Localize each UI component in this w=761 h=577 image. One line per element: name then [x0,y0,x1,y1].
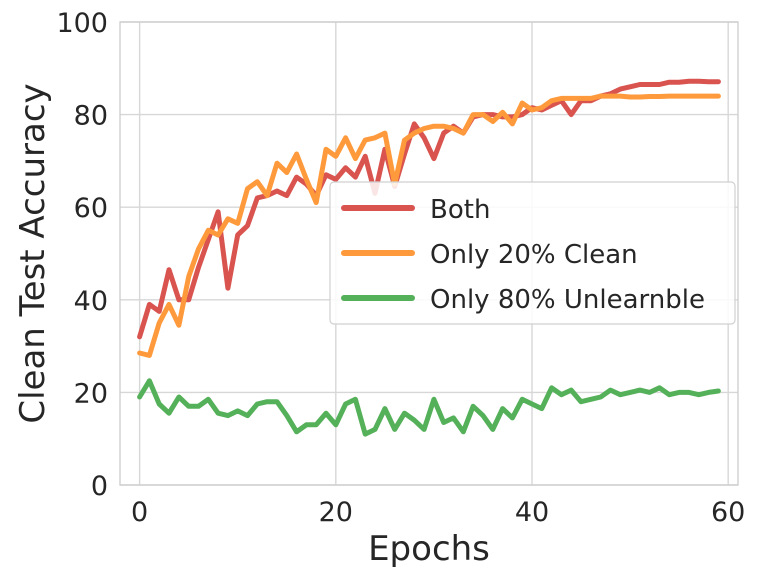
y-tick-label: 60 [74,193,108,224]
y-tick-label: 20 [74,378,108,409]
tick-labels: 0 20 40 60 0 20 40 60 80 100 [56,8,745,528]
y-tick-label: 100 [56,8,108,39]
x-axis-label: Epochs [368,529,490,569]
x-tick-label: 40 [515,497,549,528]
y-tick-label: 80 [74,101,108,132]
x-tick-label: 20 [319,497,353,528]
series-line-3 [137,378,721,437]
y-axis-label: Clean Test Accuracy [13,83,53,423]
legend-box [329,181,736,325]
series-line-1 [137,78,721,340]
plot-frame [119,21,739,486]
x-tick-label: 60 [711,497,745,528]
legend-label-3: Only 80% Unlearnble [430,285,705,315]
x-tick-label: 0 [131,497,148,528]
y-tick-label: 0 [91,471,108,502]
legend: Both Only 20% Clean Only 80% Unlearnble [329,181,736,325]
legend-label-1: Both [430,195,490,225]
y-tick-label: 40 [74,286,108,317]
series-lines [137,78,721,437]
series-line-2 [137,93,721,358]
legend-label-2: Only 20% Clean [430,240,638,270]
